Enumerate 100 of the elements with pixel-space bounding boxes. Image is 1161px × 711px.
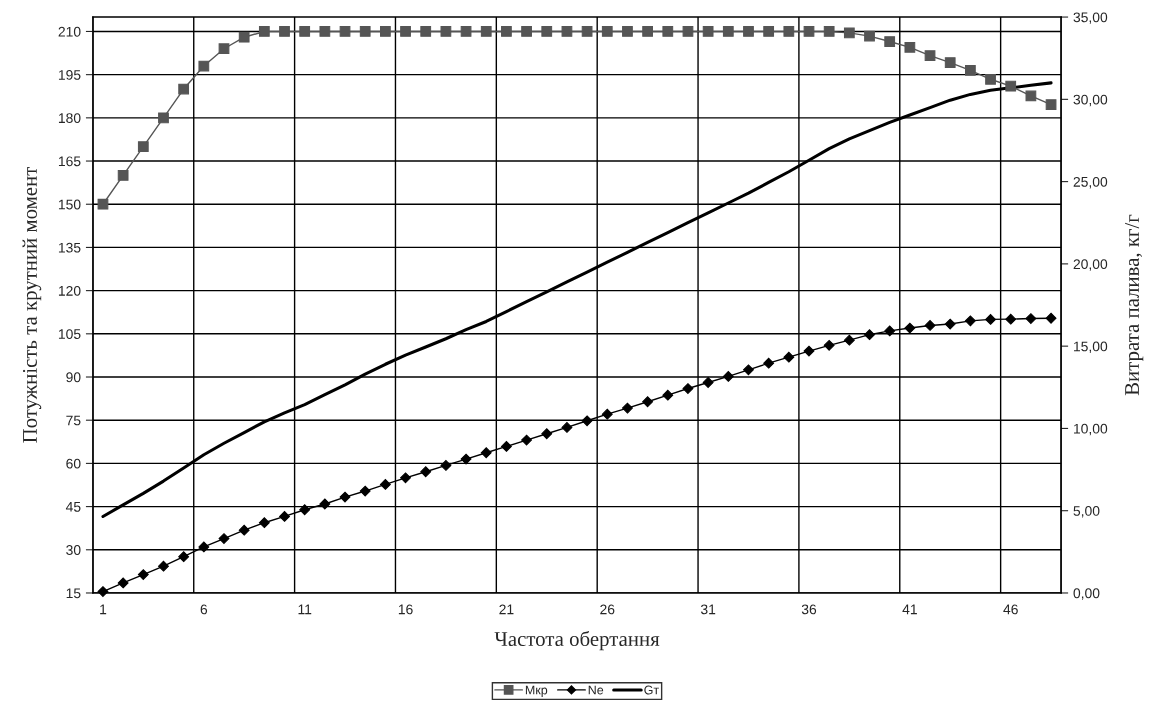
point xyxy=(783,351,795,363)
x-tick-label: 31 xyxy=(700,604,716,615)
point xyxy=(420,466,432,478)
point xyxy=(985,313,996,325)
point xyxy=(238,31,250,43)
point xyxy=(380,26,391,37)
point xyxy=(622,26,633,37)
point xyxy=(662,389,674,401)
y-tick-label: 15 xyxy=(66,588,81,599)
y-tick-label: 195 xyxy=(58,69,81,80)
point xyxy=(279,26,290,37)
point xyxy=(218,533,230,544)
point xyxy=(117,577,129,589)
legend-label: Gт xyxy=(644,685,659,695)
point xyxy=(1005,80,1017,92)
point xyxy=(763,357,775,369)
point xyxy=(400,26,411,37)
point xyxy=(319,498,331,510)
point xyxy=(743,26,754,37)
y-tick-label: 60 xyxy=(66,458,81,469)
point xyxy=(178,551,190,563)
point xyxy=(258,517,270,529)
point xyxy=(682,383,694,394)
point xyxy=(440,459,452,471)
x-tick-label: 26 xyxy=(600,604,615,615)
y-tick-label: 90 xyxy=(66,372,81,383)
y-tick-label: 75 xyxy=(66,415,81,426)
point xyxy=(137,141,149,153)
x-tick-label: 36 xyxy=(801,604,817,615)
point xyxy=(1025,313,1037,324)
point xyxy=(299,26,311,37)
point xyxy=(702,26,714,37)
point xyxy=(440,26,452,37)
point xyxy=(319,26,331,37)
point xyxy=(964,315,976,327)
point xyxy=(944,57,956,68)
point xyxy=(420,26,432,37)
point xyxy=(97,198,109,210)
y2-tick-label: 20,00 xyxy=(1073,259,1108,271)
y-tick-label: 45 xyxy=(65,502,81,512)
point xyxy=(601,26,613,37)
y2-tick-label: 5,00 xyxy=(1073,506,1100,518)
point xyxy=(1005,313,1017,325)
point xyxy=(884,325,896,337)
point xyxy=(743,364,754,376)
point xyxy=(339,491,351,503)
point xyxy=(541,26,553,37)
point xyxy=(460,26,472,37)
point xyxy=(944,318,956,330)
point xyxy=(400,472,411,484)
point xyxy=(541,428,553,440)
point xyxy=(279,510,290,522)
point xyxy=(783,26,795,37)
point xyxy=(581,415,593,427)
point xyxy=(521,26,532,37)
point xyxy=(299,504,311,516)
point xyxy=(198,60,210,72)
x-tick-label: 6 xyxy=(200,604,208,615)
point xyxy=(359,26,371,37)
point xyxy=(904,322,916,334)
point xyxy=(924,320,936,331)
point xyxy=(501,26,512,37)
point xyxy=(924,50,936,62)
y-tick-label: 135 xyxy=(58,242,81,253)
point xyxy=(662,26,674,37)
point xyxy=(904,41,916,53)
point xyxy=(682,26,694,37)
point xyxy=(601,408,613,420)
point xyxy=(642,396,654,408)
point xyxy=(339,26,351,37)
point xyxy=(178,83,190,95)
point xyxy=(158,560,169,572)
point xyxy=(985,73,996,85)
point xyxy=(864,30,875,42)
point xyxy=(1045,99,1057,110)
point xyxy=(763,26,775,37)
y2-tick-label: 25,00 xyxy=(1073,176,1108,189)
point xyxy=(460,453,472,465)
x-tick-label: 21 xyxy=(499,604,514,615)
point xyxy=(642,26,653,37)
point xyxy=(702,377,714,388)
x-tick-label: 16 xyxy=(398,604,413,615)
legend-label: Ne xyxy=(588,685,604,695)
point xyxy=(803,345,815,357)
point xyxy=(561,421,573,433)
point xyxy=(1045,312,1057,324)
y2-tick-label: 35,00 xyxy=(1073,12,1108,24)
x-tick-label: 41 xyxy=(902,604,917,615)
point xyxy=(158,112,169,124)
point xyxy=(218,43,230,55)
point xyxy=(823,26,835,37)
point xyxy=(965,64,976,76)
y2-tick-label: 10,00 xyxy=(1074,423,1108,436)
point xyxy=(803,26,815,37)
y2-tick-label: 15,00 xyxy=(1074,341,1108,353)
point xyxy=(581,26,593,37)
point xyxy=(258,26,270,37)
x-tick-label: 46 xyxy=(1003,604,1018,615)
y-tick-label: 165 xyxy=(58,156,81,167)
y-tick-label: 30 xyxy=(66,545,81,555)
